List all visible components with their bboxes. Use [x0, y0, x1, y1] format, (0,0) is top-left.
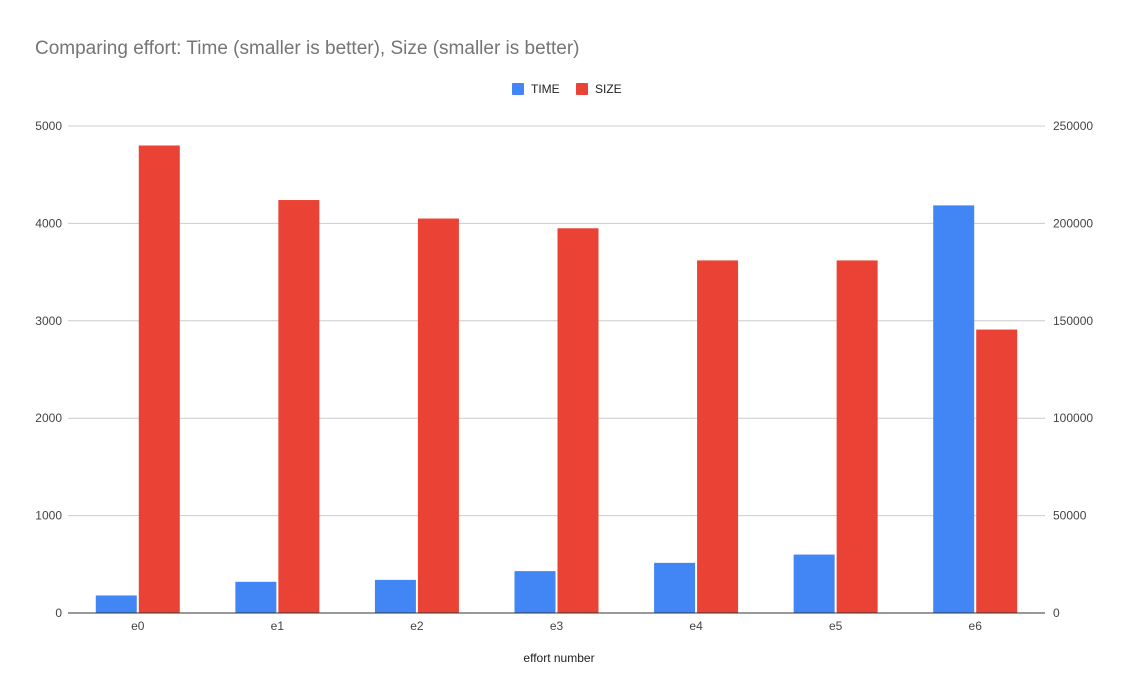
right-tick-label: 100000	[1053, 411, 1093, 425]
chart-title: Comparing effort: Time (smaller is bette…	[35, 38, 579, 59]
bar-time-e5[interactable]	[793, 554, 835, 613]
bars	[95, 145, 1018, 614]
bar-time-e6[interactable]	[933, 205, 975, 614]
legend-label-size: SIZE	[595, 82, 622, 96]
right-tick-label: 200000	[1053, 216, 1093, 230]
bar-size-e1[interactable]	[278, 200, 320, 614]
left-tick-label: 4000	[35, 216, 62, 230]
x-tick-label: e5	[829, 619, 843, 633]
right-tick-label: 0	[1053, 606, 1060, 620]
right-axis-ticks: 0 50000 100000 150000 200000 250000	[1053, 119, 1093, 620]
gridlines	[68, 125, 1045, 517]
bar-time-e2[interactable]	[374, 579, 416, 613]
left-tick-label: 2000	[35, 411, 62, 425]
bar-size-e4[interactable]	[697, 260, 739, 613]
bar-time-e4[interactable]	[654, 562, 696, 613]
x-tick-label: e0	[131, 619, 145, 633]
bar-time-e3[interactable]	[514, 571, 556, 613]
left-tick-label: 1000	[35, 509, 62, 523]
left-tick-label: 0	[55, 606, 62, 620]
left-tick-label: 3000	[35, 314, 62, 328]
bar-size-e6[interactable]	[976, 329, 1018, 613]
right-tick-label: 150000	[1053, 314, 1093, 328]
x-tick-label: e1	[271, 619, 285, 633]
right-tick-label: 50000	[1053, 509, 1087, 523]
bar-size-e2[interactable]	[417, 218, 459, 613]
x-tick-label: e3	[550, 619, 564, 633]
right-tick-label: 250000	[1053, 119, 1093, 133]
x-axis-title: effort number	[523, 651, 594, 665]
bar-size-e5[interactable]	[836, 260, 878, 613]
x-axis-ticks: e0 e1 e2 e3 e4 e5 e6	[131, 619, 982, 633]
left-tick-label: 5000	[35, 119, 62, 133]
legend-swatch-time	[512, 83, 524, 95]
legend-swatch-size	[576, 83, 588, 95]
left-axis-ticks: 0 1000 2000 3000 4000 5000	[35, 119, 62, 620]
legend: TIME SIZE	[512, 82, 622, 96]
x-tick-label: e4	[689, 619, 703, 633]
bar-size-e3[interactable]	[557, 228, 599, 613]
x-tick-label: e2	[410, 619, 424, 633]
x-tick-label: e6	[969, 619, 983, 633]
bar-time-e0[interactable]	[95, 595, 137, 613]
legend-label-time: TIME	[531, 82, 560, 96]
bar-time-e1[interactable]	[235, 581, 277, 613]
bar-size-e0[interactable]	[138, 145, 180, 614]
